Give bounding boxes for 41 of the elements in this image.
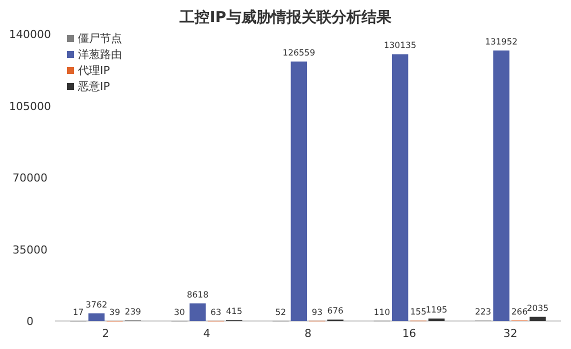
x-tick-label: 16 bbox=[402, 327, 416, 340]
data-label: 676 bbox=[327, 306, 344, 317]
bar bbox=[290, 62, 307, 321]
data-label: 63 bbox=[210, 308, 222, 318]
data-label: 266 bbox=[511, 307, 528, 318]
y-tick-label: 105000 bbox=[9, 100, 51, 113]
data-label: 110 bbox=[374, 308, 390, 318]
y-tick-label: 35000 bbox=[12, 243, 48, 256]
data-label: 3762 bbox=[86, 300, 108, 310]
data-label: 30 bbox=[174, 308, 185, 318]
bar bbox=[88, 313, 105, 321]
legend-label: 恶意IP bbox=[77, 80, 110, 93]
data-label: 223 bbox=[474, 308, 492, 318]
x-tick-label: 2 bbox=[102, 327, 110, 340]
bar bbox=[493, 50, 510, 321]
legend-label: 僵尸节点 bbox=[78, 32, 122, 45]
y-tick-label: 0 bbox=[26, 315, 34, 328]
bar bbox=[392, 54, 408, 321]
data-label: 17 bbox=[72, 308, 84, 318]
chart-title: 工控IP与威胁情报关联分析结果 bbox=[178, 8, 392, 26]
data-label: 239 bbox=[124, 308, 142, 318]
data-label: 2035 bbox=[526, 304, 549, 314]
data-label: 52 bbox=[275, 308, 286, 318]
legend-label: 洋葱路由 bbox=[78, 48, 122, 61]
data-label: 131952 bbox=[485, 38, 518, 48]
data-label: 39 bbox=[109, 308, 120, 318]
data-label: 130135 bbox=[384, 41, 416, 52]
data-label: 155 bbox=[410, 308, 426, 318]
x-tick-label: 8 bbox=[304, 327, 312, 340]
legend-label: 代理IP bbox=[77, 64, 110, 77]
data-label: 415 bbox=[226, 307, 242, 318]
bar bbox=[190, 303, 206, 321]
data-label: 126559 bbox=[282, 48, 316, 59]
data-label: 8618 bbox=[186, 290, 209, 300]
y-tick-label: 70000 bbox=[12, 172, 48, 184]
data-label: 1195 bbox=[426, 306, 448, 316]
x-tick-label: 32 bbox=[503, 327, 518, 340]
y-tick-label: 140000 bbox=[9, 28, 51, 41]
data-label: 93 bbox=[312, 308, 323, 318]
bar bbox=[530, 316, 546, 321]
x-tick-label: 4 bbox=[203, 327, 210, 340]
